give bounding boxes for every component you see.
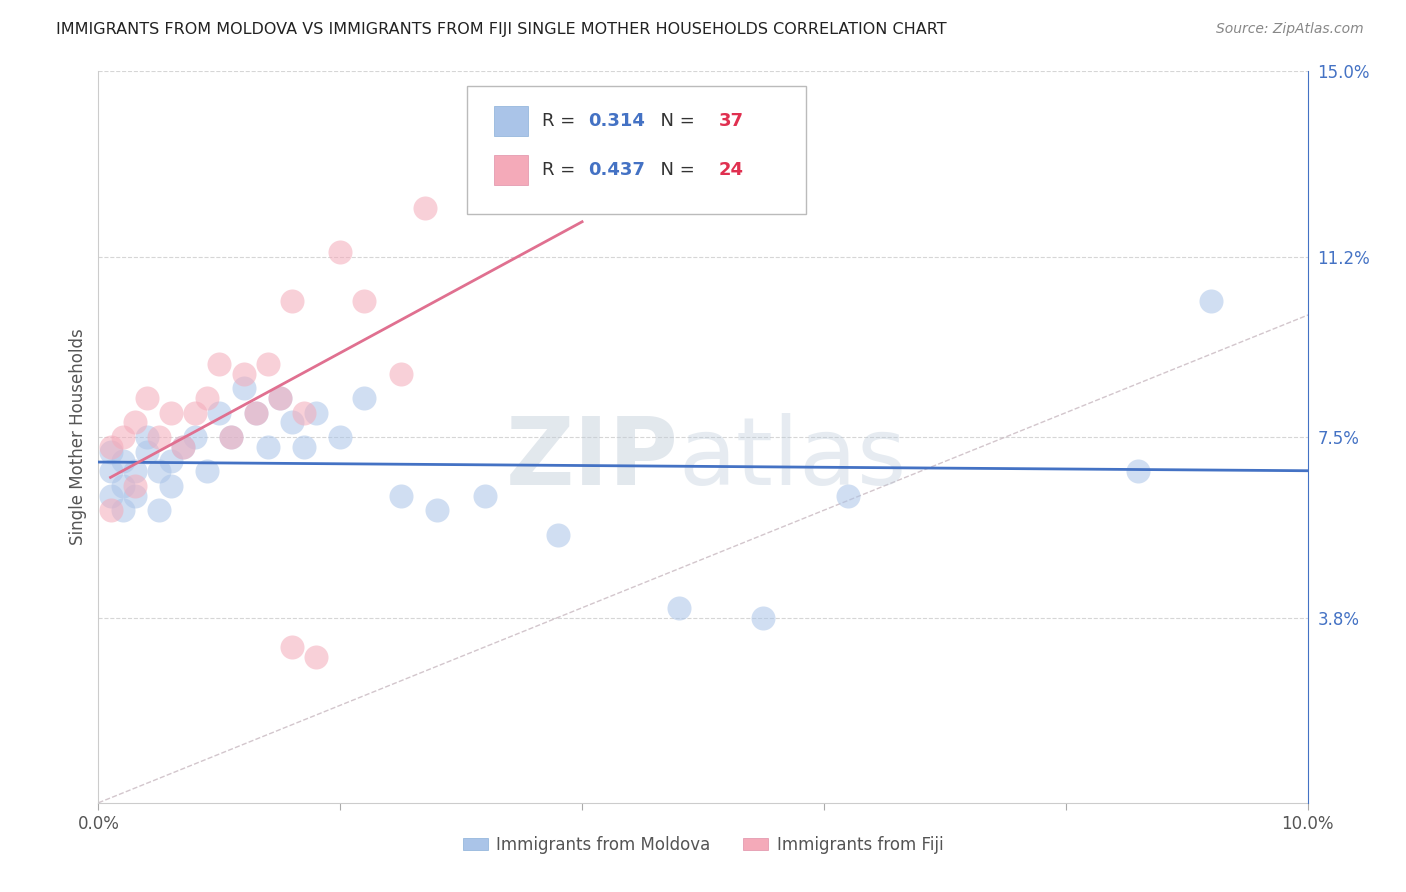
- Text: 0.314: 0.314: [588, 112, 645, 130]
- Text: R =: R =: [543, 161, 581, 179]
- Text: R =: R =: [543, 112, 581, 130]
- Point: [1199, 293, 1222, 308]
- Point: [208, 406, 231, 420]
- Point: [184, 406, 207, 420]
- Text: N =: N =: [648, 161, 700, 179]
- Point: [172, 440, 194, 454]
- Point: [100, 464, 122, 478]
- Point: [232, 381, 254, 395]
- Legend: Immigrants from Moldova, Immigrants from Fiji: Immigrants from Moldova, Immigrants from…: [456, 829, 950, 860]
- Point: [124, 479, 146, 493]
- Point: [837, 489, 859, 503]
- Point: [160, 406, 183, 420]
- Point: [413, 201, 436, 215]
- Text: 24: 24: [718, 161, 744, 179]
- Point: [474, 489, 496, 503]
- Point: [329, 244, 352, 259]
- Text: 0.437: 0.437: [588, 161, 645, 179]
- Point: [221, 430, 243, 444]
- Text: IMMIGRANTS FROM MOLDOVA VS IMMIGRANTS FROM FIJI SINGLE MOTHER HOUSEHOLDS CORRELA: IMMIGRANTS FROM MOLDOVA VS IMMIGRANTS FR…: [56, 22, 946, 37]
- Point: [195, 391, 218, 405]
- Point: [160, 454, 183, 468]
- Point: [245, 406, 267, 420]
- Point: [148, 464, 170, 478]
- Point: [232, 367, 254, 381]
- Text: atlas: atlas: [679, 413, 907, 505]
- Point: [752, 610, 775, 624]
- Point: [100, 440, 122, 454]
- Point: [256, 440, 278, 454]
- Point: [1128, 464, 1150, 478]
- Point: [281, 293, 304, 308]
- Point: [547, 527, 569, 541]
- Bar: [494, 154, 527, 186]
- Point: [426, 503, 449, 517]
- Point: [389, 367, 412, 381]
- Point: [135, 444, 157, 458]
- Point: [353, 293, 375, 308]
- Point: [281, 640, 304, 654]
- Point: [305, 649, 328, 664]
- Point: [172, 440, 194, 454]
- Point: [111, 430, 134, 444]
- Point: [389, 489, 412, 503]
- Point: [281, 416, 304, 430]
- Point: [111, 454, 134, 468]
- Point: [668, 600, 690, 615]
- Point: [245, 406, 267, 420]
- Bar: [494, 106, 527, 136]
- Point: [305, 406, 328, 420]
- Text: 37: 37: [718, 112, 744, 130]
- Y-axis label: Single Mother Households: Single Mother Households: [69, 329, 87, 545]
- Point: [208, 357, 231, 371]
- Point: [111, 503, 134, 517]
- Point: [111, 479, 134, 493]
- Point: [269, 391, 291, 405]
- Point: [353, 391, 375, 405]
- Point: [124, 489, 146, 503]
- Point: [292, 440, 315, 454]
- Point: [160, 479, 183, 493]
- Point: [329, 430, 352, 444]
- Point: [135, 391, 157, 405]
- Text: Source: ZipAtlas.com: Source: ZipAtlas.com: [1216, 22, 1364, 37]
- Point: [124, 464, 146, 478]
- Point: [221, 430, 243, 444]
- Point: [148, 430, 170, 444]
- Point: [571, 137, 593, 152]
- Point: [135, 430, 157, 444]
- Point: [292, 406, 315, 420]
- Text: N =: N =: [648, 112, 700, 130]
- Point: [269, 391, 291, 405]
- FancyBboxPatch shape: [467, 86, 806, 214]
- Point: [100, 444, 122, 458]
- Point: [148, 503, 170, 517]
- Point: [124, 416, 146, 430]
- Text: ZIP: ZIP: [506, 413, 679, 505]
- Point: [256, 357, 278, 371]
- Point: [184, 430, 207, 444]
- Point: [100, 489, 122, 503]
- Point: [195, 464, 218, 478]
- Point: [100, 503, 122, 517]
